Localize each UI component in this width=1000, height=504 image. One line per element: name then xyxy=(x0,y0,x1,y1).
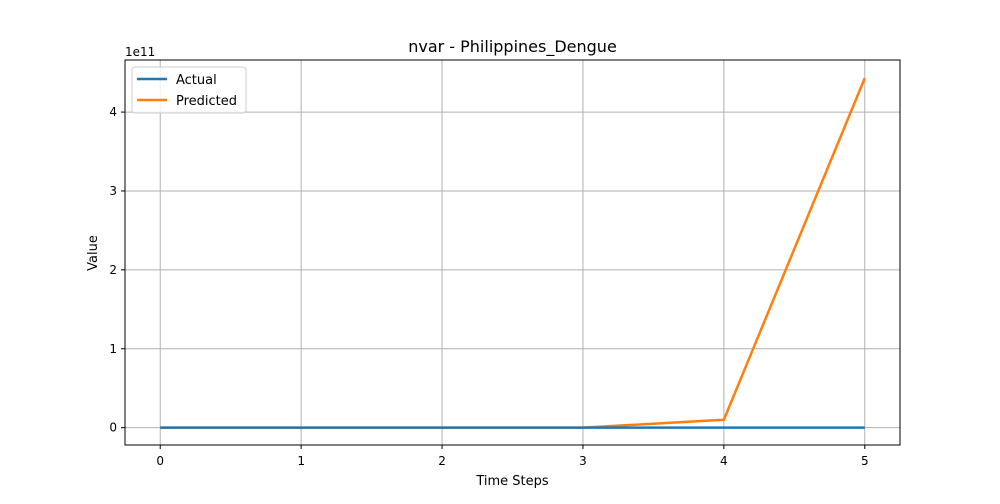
legend-label-predicted: Predicted xyxy=(176,94,237,109)
plot-area-background xyxy=(125,60,900,445)
y-tick-label: 2 xyxy=(109,263,117,277)
y-axis-offset-label: 1e11 xyxy=(125,45,155,59)
x-axis: 0 1 2 3 4 5 xyxy=(156,445,869,468)
y-tick-label: 0 xyxy=(109,421,117,435)
plot-frame xyxy=(124,59,901,446)
series-layer xyxy=(160,77,866,429)
x-tick-label: 1 xyxy=(297,454,305,468)
y-axis-label: Value xyxy=(86,235,101,271)
x-tick-label: 3 xyxy=(579,454,587,468)
x-tick-label: 0 xyxy=(156,454,164,468)
legend-label-actual: Actual xyxy=(176,73,217,88)
x-tick-label: 2 xyxy=(438,454,446,468)
x-axis-label: Time Steps xyxy=(475,474,549,489)
chart-title: nvar - Philippines_Dengue xyxy=(408,37,617,57)
y-axis: 0 1 2 3 4 xyxy=(109,105,125,435)
x-tick-label: 4 xyxy=(720,454,728,468)
x-tick-label: 5 xyxy=(861,454,869,468)
y-tick-label: 4 xyxy=(109,105,117,119)
legend: Actual Predicted xyxy=(131,66,247,114)
y-tick-label: 1 xyxy=(109,342,117,356)
y-tick-label: 3 xyxy=(109,184,117,198)
